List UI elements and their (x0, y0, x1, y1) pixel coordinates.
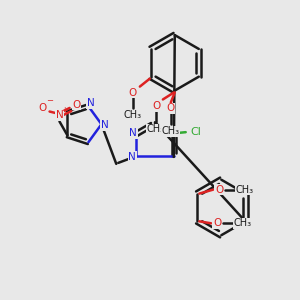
Text: CH₃: CH₃ (236, 184, 254, 195)
Text: +: + (61, 106, 68, 115)
Text: O: O (153, 101, 161, 111)
Text: N: N (87, 98, 94, 108)
Text: O: O (129, 88, 137, 98)
Text: −: − (46, 96, 53, 105)
Text: CH₃: CH₃ (124, 110, 142, 120)
Text: CH₃: CH₃ (162, 126, 180, 136)
Text: N: N (56, 110, 63, 121)
Text: O: O (38, 103, 47, 112)
Text: N: N (129, 128, 137, 138)
Text: O: O (215, 184, 223, 195)
Text: N: N (128, 152, 136, 162)
Text: N: N (100, 120, 108, 130)
Text: O: O (167, 103, 175, 113)
Text: O: O (72, 100, 80, 110)
Text: CH₃: CH₃ (234, 218, 252, 228)
Text: CH₃: CH₃ (147, 124, 165, 134)
Text: O: O (213, 218, 221, 228)
Text: Cl: Cl (190, 127, 201, 137)
